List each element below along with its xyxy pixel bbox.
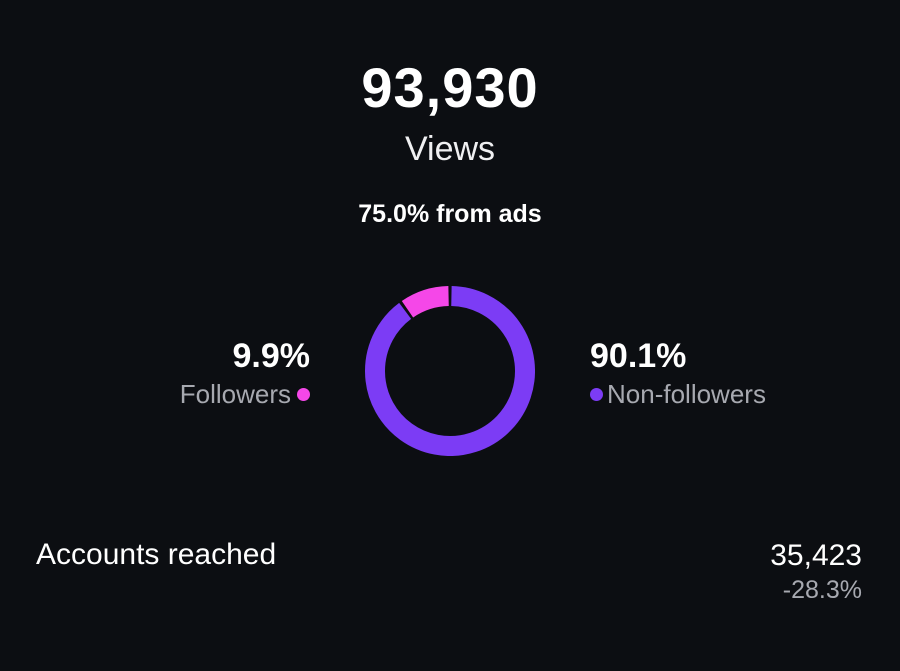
non-followers-label: Non-followers bbox=[607, 379, 766, 409]
non-followers-legend: Non-followers bbox=[590, 376, 766, 412]
followers-label: Followers bbox=[179, 379, 291, 409]
followers-legend: Followers bbox=[180, 376, 310, 412]
donut-segment-followers bbox=[401, 286, 450, 318]
ads-share-note: 75.0% from ads bbox=[358, 200, 542, 228]
followers-stat: 9.9% Followers bbox=[180, 336, 310, 412]
audience-donut-chart bbox=[365, 286, 535, 456]
views-label: Views bbox=[404, 130, 496, 168]
non-followers-color-dot bbox=[590, 387, 603, 401]
followers-percent: 9.9% bbox=[232, 337, 311, 375]
accounts-reached-value: 35,423 bbox=[770, 539, 862, 572]
non-followers-stat: 90.1% Non-followers bbox=[590, 336, 766, 412]
non-followers-percent: 90.1% bbox=[590, 337, 687, 375]
accounts-reached-label: Accounts reached bbox=[36, 538, 277, 571]
views-total: 93,930 bbox=[361, 56, 539, 119]
accounts-reached-change: -28.3% bbox=[782, 576, 862, 604]
donut-segment-non-followers bbox=[365, 286, 535, 456]
accounts-reached-values: 35,423 -28.3% bbox=[770, 538, 862, 606]
followers-color-dot bbox=[297, 387, 310, 401]
